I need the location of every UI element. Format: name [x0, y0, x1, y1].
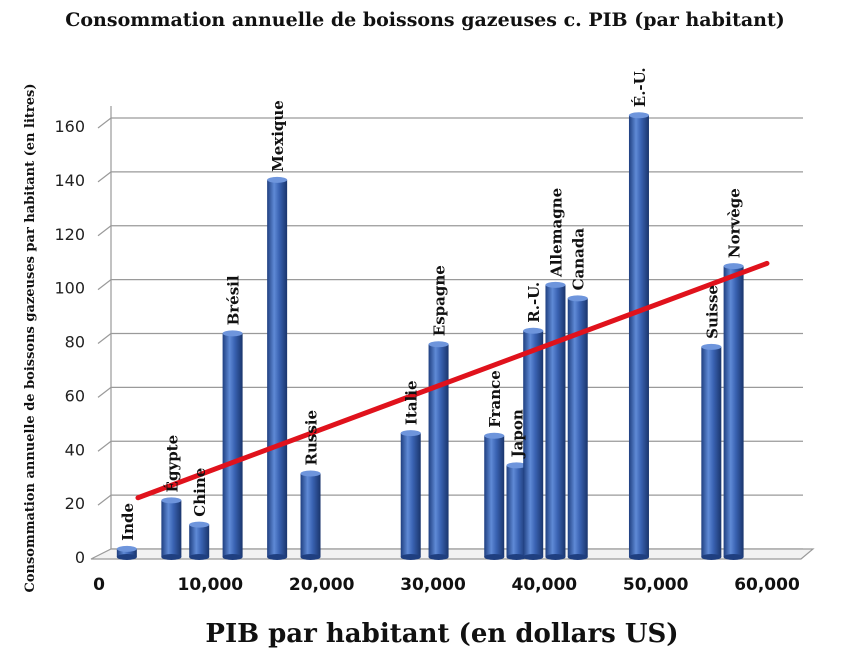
bar: [267, 179, 288, 557]
bar-label: É.-U.: [631, 67, 649, 107]
bar: [222, 333, 243, 557]
gridline: [97, 225, 803, 237]
bar-top: [545, 281, 566, 288]
bar-labels: Inde Égypte Chine Brésil Mexique Russie Italie…: [119, 67, 744, 541]
y-tick-label: 160: [54, 117, 85, 136]
x-tick-label: 20,000: [289, 575, 355, 595]
bar-top: [567, 295, 588, 302]
bar-base: [267, 554, 288, 560]
x-tick-label: 30,000: [400, 575, 466, 595]
bar-top: [300, 470, 321, 477]
bar-label: Allemagne: [547, 188, 565, 278]
bar: [161, 500, 182, 557]
bar-top: [523, 327, 544, 334]
trend-line: [135, 260, 770, 501]
bar-top: [428, 341, 449, 348]
x-tick-label: 40,000: [512, 575, 578, 595]
bar-label: Chine: [191, 468, 209, 517]
trendline: [135, 260, 770, 501]
bar-top: [222, 330, 243, 337]
y-tick-label: 80: [65, 333, 85, 352]
bar-label: Espagne: [431, 265, 449, 336]
bar: [723, 266, 744, 557]
bar-base: [523, 554, 544, 560]
bar-label: R.-U.: [525, 282, 543, 323]
bar-top: [189, 521, 210, 528]
bar: [116, 548, 137, 557]
x-tick-label: 50,000: [623, 575, 689, 595]
bar: [545, 284, 566, 557]
bar-top: [506, 462, 527, 469]
bar-label: Norvège: [726, 188, 744, 258]
bar-label: Suisse: [703, 285, 721, 339]
gridline: [97, 117, 803, 129]
y-tick-label: 20: [65, 494, 85, 513]
bar: [300, 473, 321, 557]
bar-top: [161, 497, 182, 504]
bar-top: [267, 176, 288, 183]
y-tick-label: 40: [65, 440, 85, 459]
bar-base: [545, 554, 566, 560]
bar-base: [723, 554, 744, 560]
bar-base: [701, 554, 722, 560]
chart-title: Consommation annuelle de boissons gazeus…: [65, 9, 784, 31]
bar-label: France: [486, 370, 504, 428]
bar-top: [484, 432, 505, 439]
gridline: [97, 386, 803, 398]
bar-base: [506, 554, 527, 560]
bar: [506, 465, 527, 557]
y-tick-label: 140: [54, 171, 85, 190]
bar-label: Mexique: [269, 100, 287, 172]
bar-top: [400, 430, 421, 437]
y-axis-label: Consommation annuelle de boissons gazeus…: [23, 83, 38, 592]
y-tick-label: 100: [54, 279, 85, 298]
gridline: [97, 332, 803, 344]
bar-label: Russie: [303, 410, 321, 466]
bar-base: [428, 554, 449, 560]
bar-label: Italie: [403, 380, 421, 425]
bar: [428, 344, 449, 557]
x-axis-label: PIB par habitant (en dollars US): [205, 619, 678, 649]
bar-base: [222, 554, 243, 560]
bar: [484, 435, 505, 557]
bar-label: Japon: [509, 409, 527, 459]
y-tick-label: 0: [75, 548, 85, 567]
x-tick-label: 0: [93, 575, 105, 595]
bar: [189, 524, 210, 557]
bar-label: Brésil: [225, 275, 243, 325]
bars: [116, 112, 744, 560]
x-axis-ticks: 0 10,000 20,000 30,000 40,000 50,000 60,000: [93, 575, 800, 595]
bar: [523, 330, 544, 557]
bar-base: [300, 554, 321, 560]
bar-label: Inde: [119, 503, 137, 541]
bar: [628, 115, 649, 557]
bar: [400, 433, 421, 557]
bar-base: [161, 554, 182, 560]
bar-base: [189, 554, 210, 560]
bar-base: [400, 554, 421, 560]
bar-top: [628, 112, 649, 119]
x-tick-label: 10,000: [178, 575, 244, 595]
bar: [567, 298, 588, 557]
bar-base: [567, 554, 588, 560]
bar-label: Canada: [570, 228, 588, 291]
gridline: [97, 440, 803, 452]
y-axis-ticks: 0 20 40 60 80 100 120 140 160: [54, 117, 85, 567]
bar-base: [484, 554, 505, 560]
bar-top: [701, 343, 722, 350]
y-tick-label: 60: [65, 386, 85, 405]
bar-top: [116, 545, 137, 552]
bar-base: [116, 554, 137, 560]
bar-top: [723, 263, 744, 270]
x-tick-label: 60,000: [734, 575, 800, 595]
bar-base: [628, 554, 649, 560]
gridline: [97, 171, 803, 183]
bar: [701, 346, 722, 557]
y-tick-label: 120: [54, 225, 85, 244]
bar-label: Égypte: [163, 435, 181, 493]
